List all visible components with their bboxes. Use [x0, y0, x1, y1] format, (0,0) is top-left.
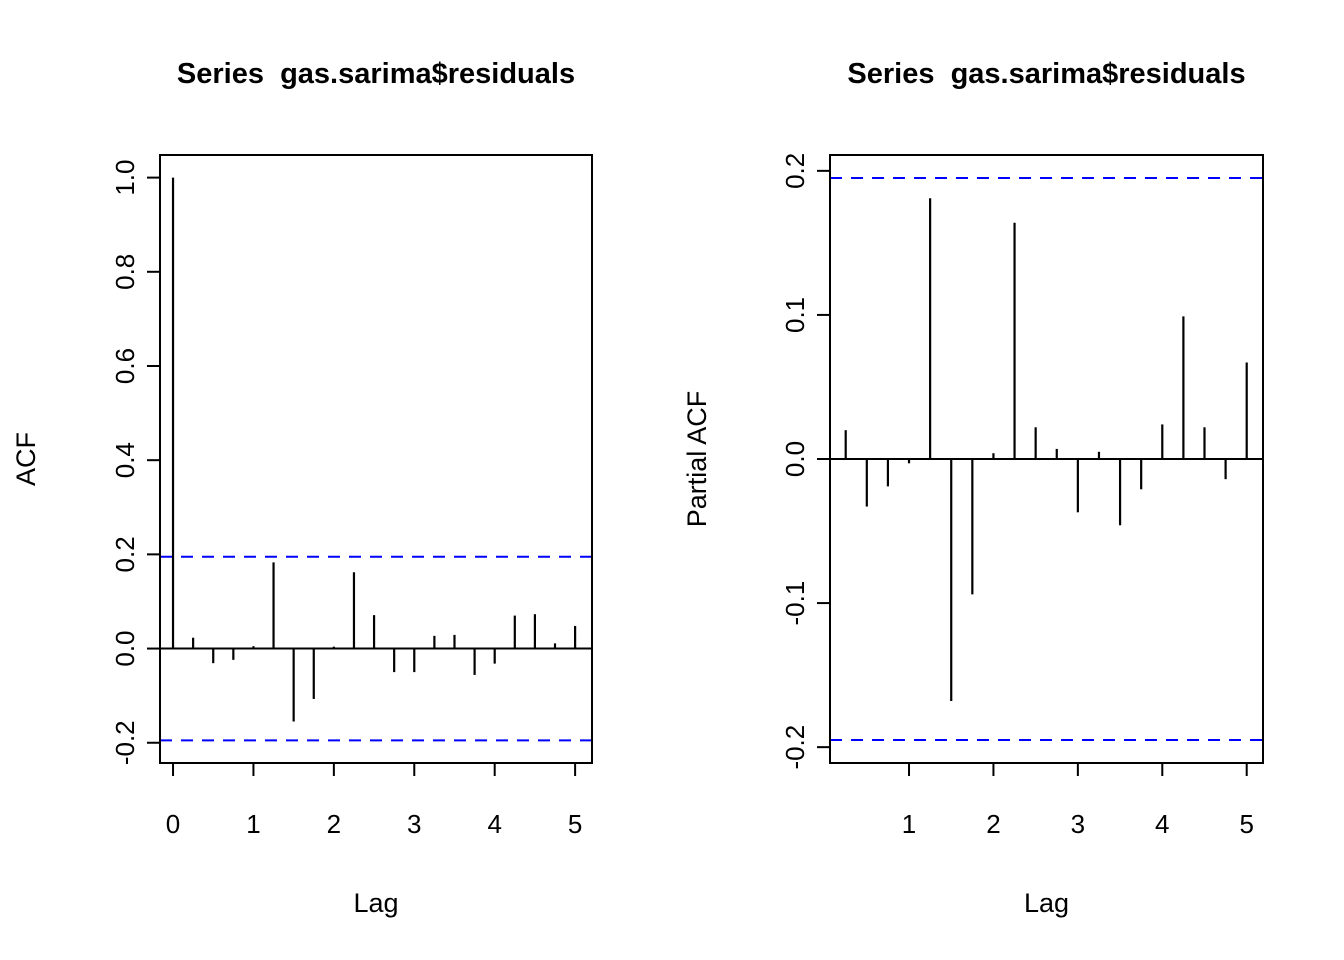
x-tick-label: 0	[166, 809, 180, 839]
x-axis-label: Lag	[353, 888, 398, 918]
x-tick-label: 5	[1239, 809, 1253, 839]
y-tick-label: 0.2	[110, 536, 140, 572]
y-tick-label: 0.0	[780, 441, 810, 477]
plot-title: Series gas.sarima$residuals	[847, 58, 1245, 90]
y-tick-label: -0.2	[780, 725, 810, 770]
y-tick-label: 0.2	[780, 153, 810, 189]
y-tick-label: 0.1	[780, 297, 810, 333]
y-tick-label: 0.4	[110, 442, 140, 478]
y-tick-label: 0.8	[110, 254, 140, 290]
bars	[171, 177, 577, 722]
plot-box	[159, 154, 593, 764]
y-tick-label: 0.0	[110, 630, 140, 666]
y-tick-label: 0.6	[110, 348, 140, 384]
y-tick-label: 1.0	[110, 160, 140, 196]
y-tick-label: -0.2	[110, 720, 140, 765]
x-axis-label: Lag	[1024, 888, 1069, 918]
x-tick-label: 5	[568, 809, 582, 839]
x-tick-label: 1	[246, 809, 260, 839]
x-tick-label: 4	[487, 809, 501, 839]
x-tick-label: 3	[1071, 809, 1085, 839]
y-axis-label: Partial ACF	[682, 391, 712, 528]
plot-title: Series gas.sarima$residuals	[177, 58, 575, 90]
x-tick-label: 3	[407, 809, 421, 839]
pacf-plot: 1 2 3 4 5 0.2 0.1 0.0 -0.1 -0.2 Series gas.sarima$…	[682, 58, 1264, 918]
x-tick-label: 4	[1155, 809, 1169, 839]
x-tick-label: 2	[986, 809, 1000, 839]
y-axis-label: ACF	[11, 432, 41, 486]
x-tick-label: 2	[327, 809, 341, 839]
bars	[844, 198, 1248, 702]
y-tick-label: -0.1	[780, 581, 810, 626]
x-tick-label: 1	[902, 809, 916, 839]
acf-plot: 0 1 2 3 4 5 1.0 0.8 0.6 0.4 0.2 0.0 -0.2 Series gas.s…	[11, 58, 593, 918]
